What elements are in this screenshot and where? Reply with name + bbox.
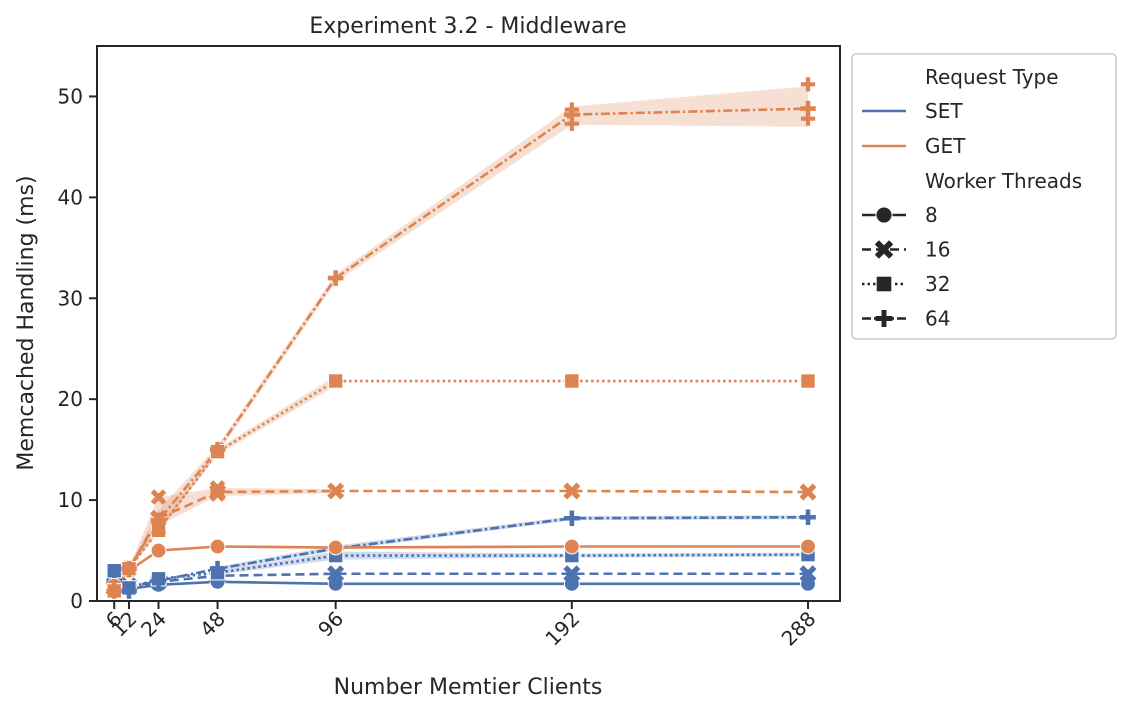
legend-style-title: Worker Threads (925, 169, 1082, 193)
data-point-get-8-96 (327, 539, 344, 556)
data-point-get-32-192 (564, 373, 580, 389)
replicate-point-get-64-192-0 (564, 116, 579, 131)
replicate-point-get-16-48-1 (209, 486, 226, 502)
data-point-set-64-192 (564, 510, 580, 527)
data-point-set-64-12 (121, 583, 137, 599)
ci-band-get-64 (128, 86, 809, 571)
y-tick-label: 50 (58, 84, 83, 108)
legend-frame (851, 53, 1117, 340)
data-point-set-64-48 (209, 560, 226, 577)
legend-label-threads-8: 8 (925, 203, 938, 227)
x-tick-label: 24 (136, 607, 171, 642)
series-lines (113, 107, 809, 593)
data-point-get-32-96 (327, 373, 344, 389)
plot-frame (96, 45, 841, 602)
y-tick-label: 40 (58, 185, 83, 209)
data-point-get-8-24 (150, 542, 167, 559)
data-point-get-8-48 (209, 538, 226, 555)
data-point-get-32-288 (800, 373, 816, 389)
legend-entries: SET GET 8 16 32 64 (862, 99, 966, 331)
data-point-get-16-288 (799, 483, 817, 501)
legend-marker-threads-8 (875, 206, 893, 224)
data-point-set-16-96 (327, 565, 345, 583)
x-tick-label: 48 (195, 607, 230, 642)
y-axis: 0 10 20 30 40 50 (58, 84, 97, 613)
legend-label-set: SET (925, 99, 963, 123)
legend-label-get: GET (925, 134, 966, 158)
data-point-get-64-6 (106, 583, 123, 599)
ci-band-get-32 (128, 375, 336, 571)
data-point-get-8-288 (800, 538, 816, 555)
chart-title: Experiment 3.2 - Middleware (309, 14, 626, 39)
legend: Request Type Worker Threads SET GET 8 16 32 6… (851, 53, 1117, 340)
x-tick-label: 192 (540, 607, 584, 651)
x-tick-label: 96 (313, 607, 348, 642)
x-tick-label: 288 (777, 607, 821, 651)
y-tick-label: 0 (70, 589, 83, 613)
legend-label-threads-32: 32 (925, 272, 950, 296)
x-axis-title: Number Memtier Clients (334, 675, 603, 700)
legend-marker-threads-16 (874, 240, 894, 259)
y-axis-title: Memcached Handling (ms) (14, 175, 39, 470)
ci-band-get-16 (128, 487, 336, 571)
legend-marker-threads-32 (875, 275, 893, 293)
data-point-set-16-192 (563, 565, 581, 583)
replicate-point-get-64-288-0 (800, 77, 816, 92)
data-point-get-64-12 (121, 560, 137, 577)
data-point-get-64-96 (327, 270, 344, 286)
data-point-get-64-48 (209, 441, 226, 458)
legend-label-threads-16: 16 (925, 238, 950, 262)
replicate-point-get-16-24-0 (150, 489, 167, 505)
ci-band-set-32 (217, 551, 809, 575)
replicate-point-get-64-192-1 (564, 102, 579, 117)
series-markers (105, 77, 817, 599)
legend-hue-title: Request Type (925, 65, 1059, 89)
y-tick-label: 30 (58, 286, 83, 310)
data-point-set-64-24 (150, 573, 167, 589)
data-point-get-16-96 (327, 482, 345, 500)
replicate-point-get-64-288-1 (800, 111, 816, 126)
y-tick-label: 10 (58, 488, 83, 512)
data-point-get-16-192 (563, 482, 581, 500)
y-tick-label: 20 (58, 387, 83, 411)
data-point-get-8-192 (563, 538, 580, 555)
data-point-set-64-288 (800, 509, 816, 526)
data-point-set-16-288 (799, 565, 817, 583)
legend-marker-threads-64 (875, 310, 893, 327)
replicate-point-get-16-24-1 (150, 520, 167, 537)
legend-label-threads-64: 64 (925, 307, 950, 331)
confidence-bands (128, 86, 809, 575)
